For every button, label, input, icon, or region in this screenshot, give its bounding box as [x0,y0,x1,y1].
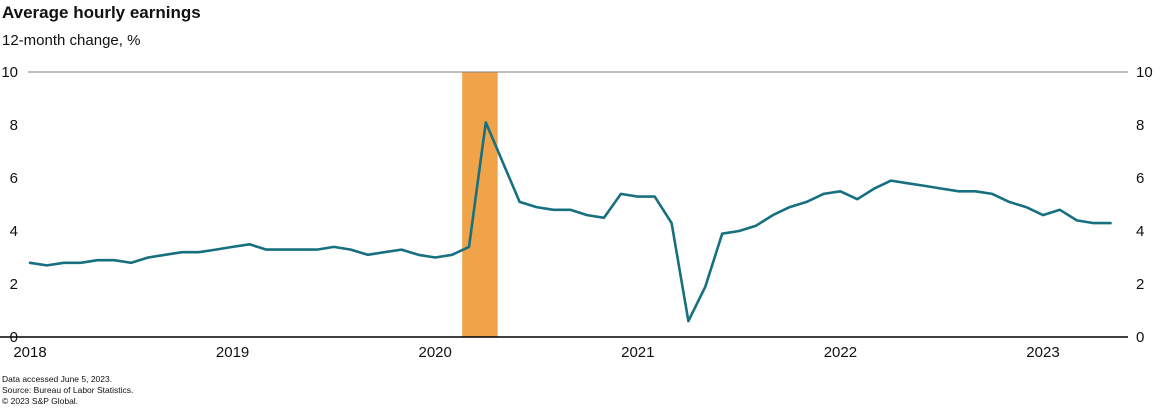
y-axis-tick-label-right: 8 [1136,117,1144,134]
chart-title: Average hourly earnings [2,3,201,22]
x-axis-tick-label: 2019 [216,344,249,361]
y-axis-tick-label-left: 10 [1,64,18,81]
earnings-line [28,121,1112,323]
source-note: Source: Bureau of Labor Statistics. [2,385,134,395]
y-axis-tick-label-left: 6 [10,170,18,187]
y-axis-tick-label-left: 8 [10,117,18,134]
chart-subtitle: 12-month change, % [2,32,141,49]
source-notes: Data accessed June 5, 2023. Source: Bure… [2,374,133,407]
x-axis-tick-label: 2021 [621,344,654,361]
y-axis-tick-label-right: 2 [1136,276,1144,293]
data-accessed-note: Data accessed June 5, 2023. [2,374,113,384]
y-axis-tick-label-right: 4 [1136,223,1144,240]
y-axis-tick-label-left: 4 [10,223,18,240]
x-axis-tick-label: 2023 [1026,344,1059,361]
x-axis-tick-label: 2020 [419,344,452,361]
y-axis-tick-label-right: 10 [1136,64,1153,81]
x-axis-tick-label: 2018 [13,344,46,361]
y-axis-tick-label-left: 0 [10,329,18,346]
y-axis-tick-label-left: 2 [10,276,18,293]
y-axis-tick-label-right: 6 [1136,170,1144,187]
copyright-note: © 2023 S&P Global. [2,396,79,406]
line-chart: 0 0 2 2 4 4 6 6 8 8 10 10 2018 2019 2020 2021 2022 2023 [0,64,1153,361]
y-axis-tick-label-right: 0 [1136,329,1144,346]
x-axis-tick-label: 2022 [824,344,857,361]
recession-shading-band [462,72,498,337]
